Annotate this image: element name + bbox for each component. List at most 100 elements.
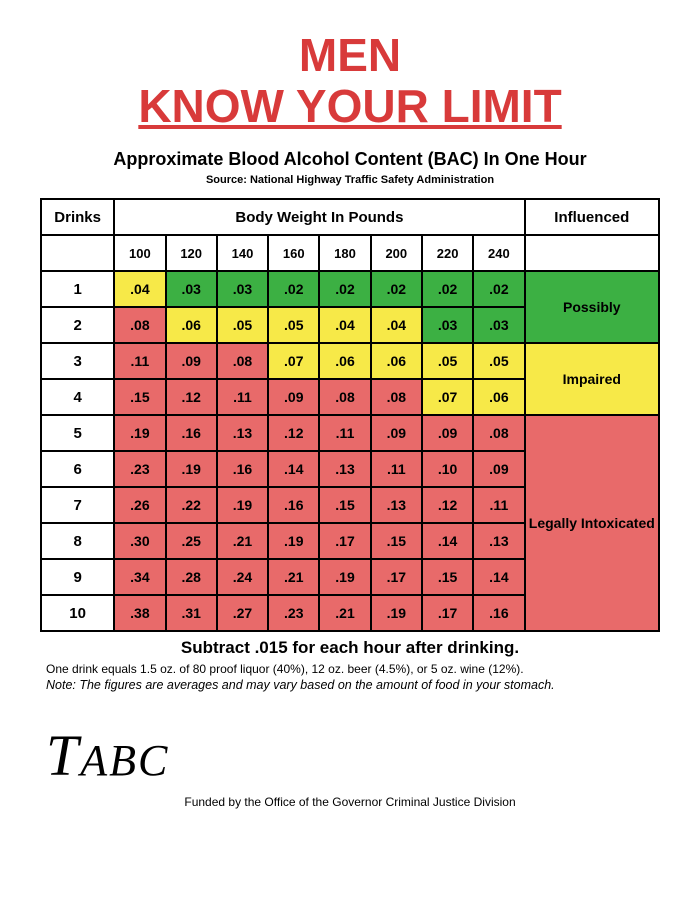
bac-cell-6-4: .15 — [319, 487, 370, 523]
drinks-label-4: 5 — [41, 415, 114, 451]
bac-cell-4-7: .08 — [473, 415, 524, 451]
bac-cell-8-7: .14 — [473, 559, 524, 595]
bac-cell-0-1: .03 — [166, 271, 217, 307]
header-body-weight: Body Weight In Pounds — [114, 199, 524, 235]
bac-cell-8-3: .21 — [268, 559, 319, 595]
bac-cell-3-7: .06 — [473, 379, 524, 415]
bac-cell-9-5: .19 — [371, 595, 422, 631]
bac-cell-7-7: .13 — [473, 523, 524, 559]
bac-cell-2-0: .11 — [114, 343, 165, 379]
weight-col-6: 220 — [422, 235, 473, 271]
bac-table: DrinksBody Weight In PoundsInfluenced 100… — [40, 198, 660, 632]
drinks-label-1: 2 — [41, 307, 114, 343]
category-impaired: Impaired — [525, 343, 659, 415]
drinks-label-5: 6 — [41, 451, 114, 487]
bac-cell-5-0: .23 — [114, 451, 165, 487]
category-legally intoxicated: Legally Intoxicated — [525, 415, 659, 631]
drinks-label-8: 9 — [41, 559, 114, 595]
note-text: Note: The figures are averages and may v… — [40, 678, 660, 692]
bac-cell-6-2: .19 — [217, 487, 268, 523]
bac-cell-4-1: .16 — [166, 415, 217, 451]
bac-cell-2-4: .06 — [319, 343, 370, 379]
header-drinks: Drinks — [41, 199, 114, 235]
bac-cell-4-4: .11 — [319, 415, 370, 451]
drinks-label-9: 10 — [41, 595, 114, 631]
bac-cell-4-0: .19 — [114, 415, 165, 451]
bac-cell-8-6: .15 — [422, 559, 473, 595]
bac-cell-3-0: .15 — [114, 379, 165, 415]
bac-cell-2-6: .05 — [422, 343, 473, 379]
bac-cell-0-6: .02 — [422, 271, 473, 307]
bac-cell-7-5: .15 — [371, 523, 422, 559]
bac-cell-6-1: .22 — [166, 487, 217, 523]
bac-cell-3-6: .07 — [422, 379, 473, 415]
bac-cell-1-1: .06 — [166, 307, 217, 343]
bac-cell-0-0: .04 — [114, 271, 165, 307]
bac-cell-1-5: .04 — [371, 307, 422, 343]
bac-cell-6-6: .12 — [422, 487, 473, 523]
bac-cell-5-3: .14 — [268, 451, 319, 487]
bac-cell-4-5: .09 — [371, 415, 422, 451]
bac-cell-1-2: .05 — [217, 307, 268, 343]
bac-cell-8-4: .19 — [319, 559, 370, 595]
bac-cell-3-5: .08 — [371, 379, 422, 415]
bac-cell-6-0: .26 — [114, 487, 165, 523]
bac-cell-0-3: .02 — [268, 271, 319, 307]
bac-cell-3-3: .09 — [268, 379, 319, 415]
bac-cell-8-2: .24 — [217, 559, 268, 595]
funded-by: Funded by the Office of the Governor Cri… — [40, 795, 660, 809]
bac-cell-4-2: .13 — [217, 415, 268, 451]
bac-cell-1-6: .03 — [422, 307, 473, 343]
bac-cell-9-0: .38 — [114, 595, 165, 631]
bac-cell-8-0: .34 — [114, 559, 165, 595]
bac-cell-5-7: .09 — [473, 451, 524, 487]
bac-cell-4-6: .09 — [422, 415, 473, 451]
bac-cell-7-4: .17 — [319, 523, 370, 559]
bac-cell-6-7: .11 — [473, 487, 524, 523]
category-possibly: Possibly — [525, 271, 659, 343]
bac-cell-9-2: .27 — [217, 595, 268, 631]
bac-cell-6-5: .13 — [371, 487, 422, 523]
bac-cell-7-2: .21 — [217, 523, 268, 559]
drinks-label-7: 8 — [41, 523, 114, 559]
bac-cell-0-5: .02 — [371, 271, 422, 307]
bac-cell-9-1: .31 — [166, 595, 217, 631]
bac-cell-2-3: .07 — [268, 343, 319, 379]
bac-cell-0-2: .03 — [217, 271, 268, 307]
bac-cell-5-4: .13 — [319, 451, 370, 487]
subtitle: Approximate Blood Alcohol Content (BAC) … — [40, 149, 660, 170]
bac-cell-1-7: .03 — [473, 307, 524, 343]
bac-cell-7-1: .25 — [166, 523, 217, 559]
subtract-text: Subtract .015 for each hour after drinki… — [40, 638, 660, 658]
bac-cell-2-2: .08 — [217, 343, 268, 379]
header-blank-right — [525, 235, 659, 271]
weight-col-0: 100 — [114, 235, 165, 271]
bac-cell-9-4: .21 — [319, 595, 370, 631]
bac-cell-9-7: .16 — [473, 595, 524, 631]
bac-cell-5-1: .19 — [166, 451, 217, 487]
source-line: Source: National Highway Traffic Safety … — [40, 174, 660, 186]
bac-cell-0-7: .02 — [473, 271, 524, 307]
bac-cell-5-2: .16 — [217, 451, 268, 487]
title-line2: KNOW YOUR LIMIT — [40, 81, 660, 132]
drinks-label-0: 1 — [41, 271, 114, 307]
bac-cell-4-3: .12 — [268, 415, 319, 451]
drinks-label-3: 4 — [41, 379, 114, 415]
bac-cell-9-6: .17 — [422, 595, 473, 631]
bac-cell-3-2: .11 — [217, 379, 268, 415]
bac-cell-8-5: .17 — [371, 559, 422, 595]
bac-cell-7-0: .30 — [114, 523, 165, 559]
weight-col-4: 180 — [319, 235, 370, 271]
header-influenced: Influenced — [525, 199, 659, 235]
drink-definition: One drink equals 1.5 oz. of 80 proof liq… — [40, 662, 660, 676]
weight-col-5: 200 — [371, 235, 422, 271]
bac-cell-2-5: .06 — [371, 343, 422, 379]
bac-cell-3-4: .08 — [319, 379, 370, 415]
bac-cell-9-3: .23 — [268, 595, 319, 631]
bac-cell-8-1: .28 — [166, 559, 217, 595]
tabc-logo: TABC — [40, 722, 660, 789]
bac-cell-2-1: .09 — [166, 343, 217, 379]
bac-cell-7-3: .19 — [268, 523, 319, 559]
bac-cell-7-6: .14 — [422, 523, 473, 559]
weight-col-3: 160 — [268, 235, 319, 271]
